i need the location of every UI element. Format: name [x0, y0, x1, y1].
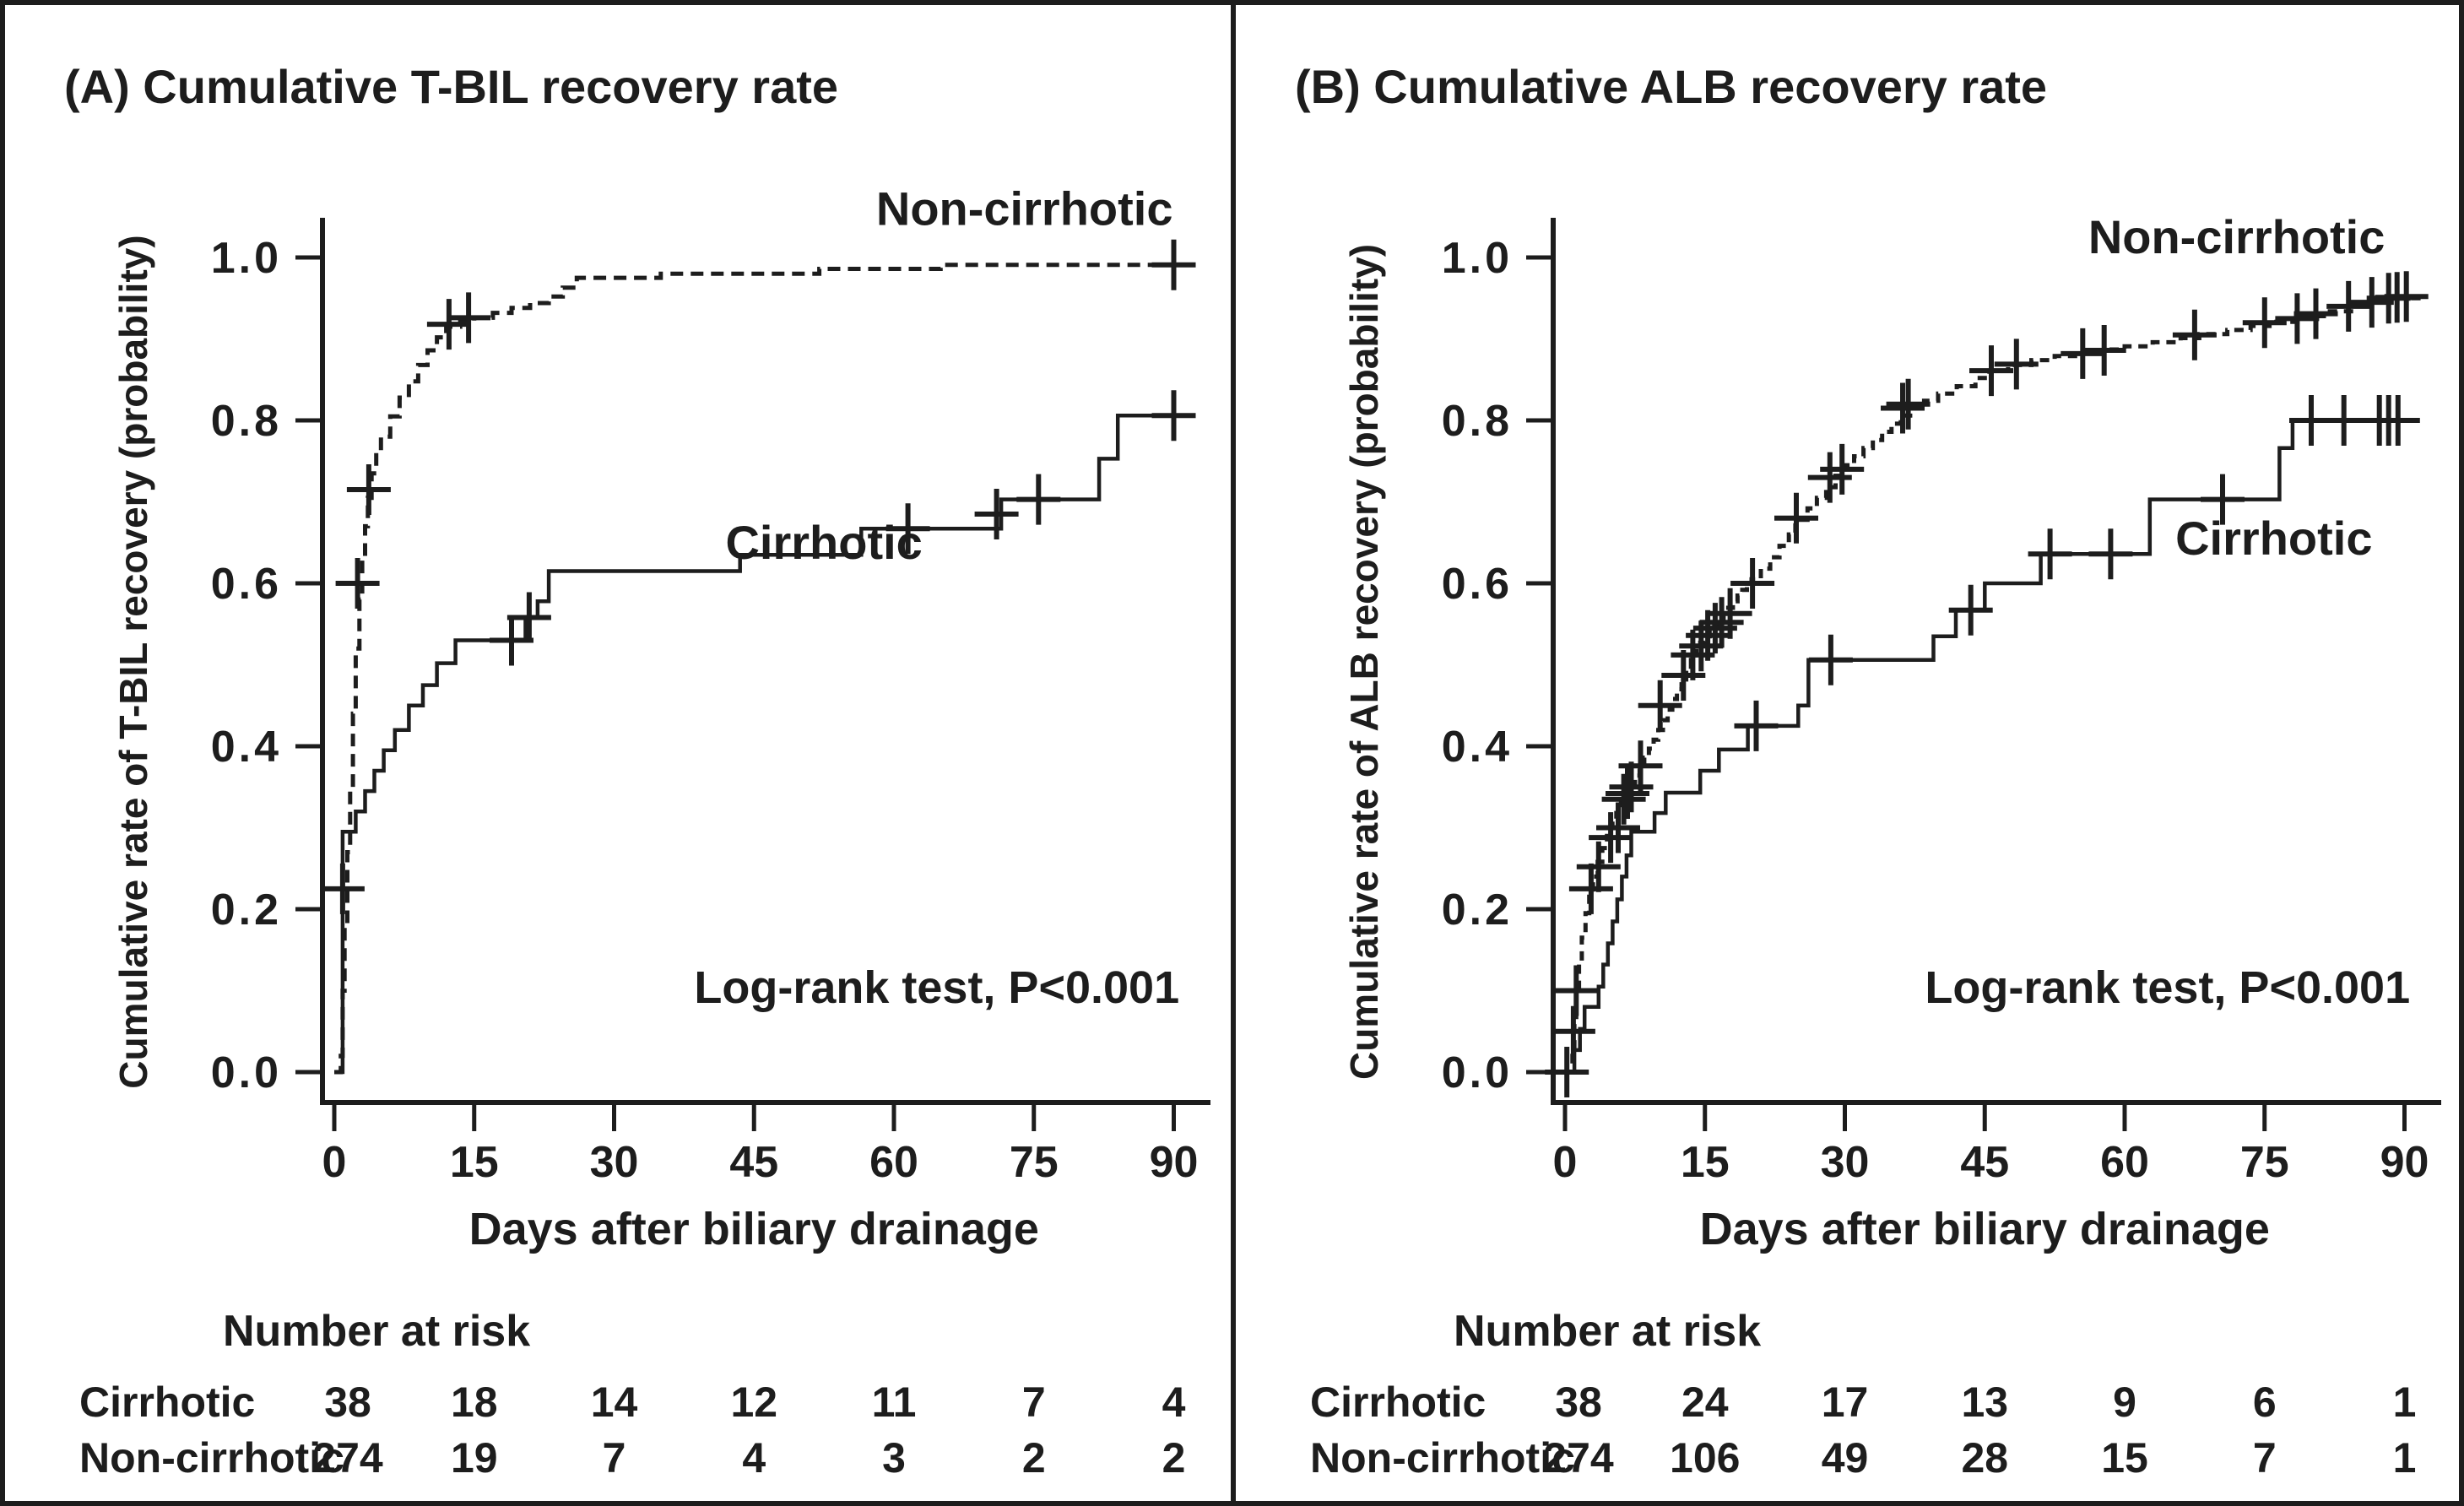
x-tick-label: 45 — [1960, 1138, 2009, 1187]
risk-value: 7 — [603, 1434, 626, 1482]
risk-value: 14 — [591, 1379, 638, 1426]
risk-row-label: Cirrhotic — [79, 1379, 255, 1426]
y-tick-label: 0.4 — [1442, 723, 1513, 772]
text-layer: 0.0 0.2 0.4 0.6 0.8 1.0 0 15 30 45 60 75 90 Days afte… — [1310, 210, 2429, 1482]
risk-table-title: Number at risk — [1454, 1307, 1761, 1356]
series-label-cirrhotic: Cirrhotic — [725, 516, 922, 569]
risk-value: 1 — [2393, 1379, 2417, 1426]
risk-value: 4 — [1162, 1379, 1186, 1426]
panel-a: (A) Cumulative T-BIL recovery rate 0.0 0.… — [5, 5, 1231, 1501]
risk-value: 38 — [324, 1379, 371, 1426]
x-tick-label: 45 — [729, 1138, 778, 1187]
risk-value: 7 — [2253, 1434, 2277, 1482]
risk-value: 106 — [1670, 1434, 1740, 1482]
x-tick-label: 0 — [1553, 1138, 1578, 1187]
y-tick-label: 0.2 — [211, 886, 282, 934]
x-tick-label: 60 — [869, 1138, 918, 1187]
y-tick-label: 0.4 — [211, 723, 282, 772]
series-curve-non-cirrhotic — [1565, 295, 2421, 1075]
y-tick-label: 0.8 — [211, 397, 282, 446]
risk-value: 3 — [882, 1434, 906, 1482]
x-tick-label: 90 — [2380, 1138, 2429, 1187]
panel-a-chart: 0.0 0.2 0.4 0.6 0.8 1.0 0 15 30 45 60 75 90 Days afte… — [79, 181, 1210, 1482]
risk-value: 11 — [872, 1379, 917, 1426]
x-tick-label: 30 — [590, 1138, 639, 1187]
risk-value: 38 — [1555, 1379, 1602, 1426]
risk-row-label: Non-cirrhotic — [79, 1434, 344, 1482]
y-tick-label: 0.6 — [211, 560, 282, 609]
risk-value: 13 — [1961, 1379, 2008, 1426]
x-tick-label: 75 — [2240, 1138, 2289, 1187]
risk-value: 15 — [2101, 1434, 2148, 1482]
risk-value: 274 — [1543, 1434, 1614, 1482]
log-rank-annotation: Log-rank test, P<0.001 — [694, 962, 1179, 1013]
risk-value: 12 — [730, 1379, 777, 1426]
x-tick-label: 90 — [1150, 1138, 1199, 1187]
x-tick-label: 15 — [1681, 1138, 1730, 1187]
panel-a-title: (A) Cumulative T-BIL recovery rate — [64, 60, 839, 113]
y-tick-label: 0.0 — [1442, 1048, 1513, 1097]
risk-value: 6 — [2253, 1379, 2277, 1426]
risk-value: 17 — [1822, 1379, 1869, 1426]
risk-value: 2 — [1162, 1434, 1186, 1482]
series-curve-cirrhotic — [1565, 418, 2414, 1075]
y-tick-label: 1.0 — [1442, 234, 1513, 283]
x-tick-label: 0 — [322, 1138, 347, 1187]
y-tick-label: 0.0 — [211, 1048, 282, 1097]
series-curve-cirrhotic — [334, 413, 1189, 1075]
censor-marks-cirrhotic — [1734, 395, 2420, 751]
x-tick-label: 15 — [450, 1138, 499, 1187]
risk-value: 18 — [451, 1379, 498, 1426]
risk-row-label: Cirrhotic — [1310, 1379, 1486, 1426]
risk-value: 19 — [451, 1434, 498, 1482]
panel-b: (B) Cumulative ALB recovery rate 0.0 0.2 0… — [1236, 5, 2459, 1501]
x-axis-title: Days after biliary drainage — [469, 1204, 1039, 1254]
y-tick-label: 1.0 — [211, 234, 282, 283]
axes — [1551, 218, 2441, 1105]
y-tick-label: 0.8 — [1442, 397, 1513, 446]
text-layer: 0.0 0.2 0.4 0.6 0.8 1.0 0 15 30 45 60 75 90 Days afte… — [79, 181, 1198, 1482]
risk-value: 24 — [1681, 1379, 1729, 1426]
risk-value: 2 — [1022, 1434, 1046, 1482]
censor-marks-cirrhotic — [320, 390, 1196, 914]
series-curve-non-cirrhotic — [334, 263, 1189, 1075]
series-label-non-cirrhotic: Non-cirrhotic — [2088, 210, 2385, 263]
panel-b-chart: 0.0 0.2 0.4 0.6 0.8 1.0 0 15 30 45 60 75 90 Days afte… — [1310, 210, 2441, 1482]
y-axis-title: Cumulative rate of ALB recovery (probabi… — [1342, 244, 1386, 1080]
panel-b-title: (B) Cumulative ALB recovery rate — [1295, 60, 2048, 113]
risk-value: 28 — [1961, 1434, 2008, 1482]
x-tick-label: 30 — [1821, 1138, 1870, 1187]
log-rank-annotation: Log-rank test, P<0.001 — [1925, 962, 2410, 1013]
risk-value: 49 — [1822, 1434, 1869, 1482]
x-tick-label: 75 — [1010, 1138, 1059, 1187]
x-tick-label: 60 — [2100, 1138, 2149, 1187]
axes — [320, 218, 1210, 1105]
risk-value: 4 — [742, 1434, 766, 1482]
series-label-non-cirrhotic: Non-cirrhotic — [876, 181, 1173, 235]
risk-value: 1 — [2393, 1434, 2417, 1482]
risk-value: 274 — [312, 1434, 383, 1482]
x-axis-title: Days after biliary drainage — [1700, 1204, 2270, 1254]
risk-value: 9 — [2113, 1379, 2136, 1426]
panel-divider — [1231, 5, 1236, 1501]
risk-row-label: Non-cirrhotic — [1310, 1434, 1575, 1482]
censor-marks-non-cirrhotic — [335, 239, 1196, 609]
y-tick-label: 0.2 — [1442, 886, 1513, 934]
y-axis-title: Cumulative rate of T-BIL recovery (proba… — [111, 235, 155, 1088]
risk-table-title: Number at risk — [223, 1307, 530, 1356]
series-label-cirrhotic: Cirrhotic — [2175, 512, 2372, 565]
risk-value: 7 — [1022, 1379, 1046, 1426]
y-tick-label: 0.6 — [1442, 560, 1513, 609]
